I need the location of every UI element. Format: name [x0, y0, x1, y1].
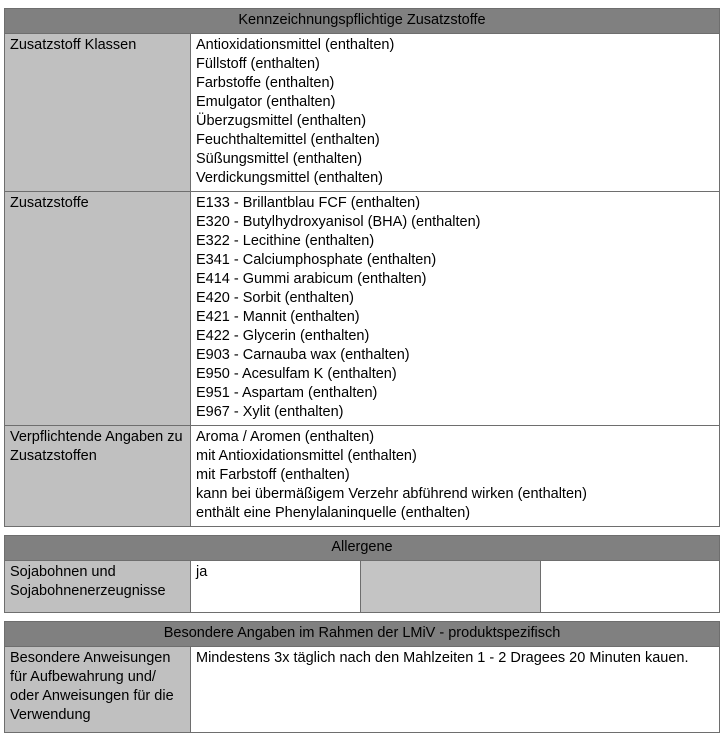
- table-header-row: Allergene: [4, 535, 720, 561]
- row-value-zusatzstoff-klassen: Antioxidationsmittel (enthalten) Füllsto…: [190, 33, 720, 192]
- allergen-empty-white-cell: [540, 560, 720, 613]
- list-item: mit Farbstoff (enthalten): [196, 467, 350, 483]
- list-item: Süßungsmittel (enthalten): [196, 151, 363, 167]
- list-item: E322 - Lecithine (enthalten): [196, 233, 375, 249]
- list-item: mit Antioxidationsmittel (enthalten): [196, 448, 417, 464]
- lmiv-table-title: Besondere Angaben im Rahmen der LMiV - p…: [4, 621, 720, 647]
- list-item: Feuchthaltemittel (enthalten): [196, 132, 380, 148]
- list-item: E422 - Glycerin (enthalten): [196, 328, 370, 344]
- allergens-table: Allergene Sojabohnen und Sojabohnenerzeu…: [4, 535, 720, 613]
- row-label-zusatzstoff-klassen: Zusatzstoff Klassen: [4, 33, 191, 192]
- list-item: Füllstoff (enthalten): [196, 56, 320, 72]
- row-value-verpflichtende-angaben: Aroma / Aromen (enthalten) mit Antioxida…: [190, 425, 720, 527]
- row-value-zusatzstoffe: E133 - Brillantblau FCF (enthalten) E320…: [190, 191, 720, 426]
- list-item: E133 - Brillantblau FCF (enthalten): [196, 195, 421, 211]
- allergens-table-title: Allergene: [4, 535, 720, 561]
- product-labelling-page: Kennzeichnungspflichtige Zusatzstoffe Zu…: [4, 8, 720, 733]
- list-item: Farbstoffe (enthalten): [196, 75, 335, 91]
- list-item: E421 - Mannit (enthalten): [196, 309, 360, 325]
- row-value-besondere-anweisungen: Mindestens 3x täglich nach den Mahlzeite…: [190, 646, 720, 733]
- list-item: E903 - Carnauba wax (enthalten): [196, 347, 410, 363]
- table-row: Verpflichtende Angaben zu Zusatzstoffen …: [4, 425, 720, 527]
- table-row: Zusatzstoff Klassen Antioxidationsmittel…: [4, 33, 720, 192]
- table-row: Zusatzstoffe E133 - Brillantblau FCF (en…: [4, 191, 720, 426]
- row-label-zusatzstoffe: Zusatzstoffe: [4, 191, 191, 426]
- row-label-besondere-anweisungen: Besondere Anweisungen für Aufbewahrung u…: [4, 646, 191, 733]
- list-item: Emulgator (enthalten): [196, 94, 336, 110]
- list-item: enthält eine Phenylalaninquelle (enthalt…: [196, 505, 471, 521]
- table-header-row: Kennzeichnungspflichtige Zusatzstoffe: [4, 8, 720, 34]
- list-item: E320 - Butylhydroxyanisol (BHA) (enthalt…: [196, 214, 481, 230]
- lmiv-table: Besondere Angaben im Rahmen der LMiV - p…: [4, 621, 720, 733]
- list-item: E950 - Acesulfam K (enthalten): [196, 366, 397, 382]
- list-item: E420 - Sorbit (enthalten): [196, 290, 354, 306]
- row-label-sojabohnen: Sojabohnen und Sojabohnenerzeugnisse: [4, 560, 191, 613]
- list-item: E951 - Aspartam (enthalten): [196, 385, 378, 401]
- additives-table: Kennzeichnungspflichtige Zusatzstoffe Zu…: [4, 8, 720, 527]
- table-header-row: Besondere Angaben im Rahmen der LMiV - p…: [4, 621, 720, 647]
- additives-table-title: Kennzeichnungspflichtige Zusatzstoffe: [4, 8, 720, 34]
- list-item: Verdickungsmittel (enthalten): [196, 170, 383, 186]
- list-item: E967 - Xylit (enthalten): [196, 404, 344, 420]
- list-item: E341 - Calciumphosphate (enthalten): [196, 252, 437, 268]
- list-item: Aroma / Aromen (enthalten): [196, 429, 375, 445]
- row-value-sojabohnen: ja: [190, 560, 361, 613]
- list-item: Antioxidationsmittel (enthalten): [196, 37, 395, 53]
- table-row: Sojabohnen und Sojabohnenerzeugnisse ja: [4, 560, 720, 613]
- list-item: Überzugsmittel (enthalten): [196, 113, 367, 129]
- table-row: Besondere Anweisungen für Aufbewahrung u…: [4, 646, 720, 733]
- allergen-empty-gray-cell: [360, 560, 541, 613]
- list-item: kann bei übermäßigem Verzehr abführend w…: [196, 486, 587, 502]
- row-label-verpflichtende-angaben: Verpflichtende Angaben zu Zusatzstoffen: [4, 425, 191, 527]
- list-item: E414 - Gummi arabicum (enthalten): [196, 271, 427, 287]
